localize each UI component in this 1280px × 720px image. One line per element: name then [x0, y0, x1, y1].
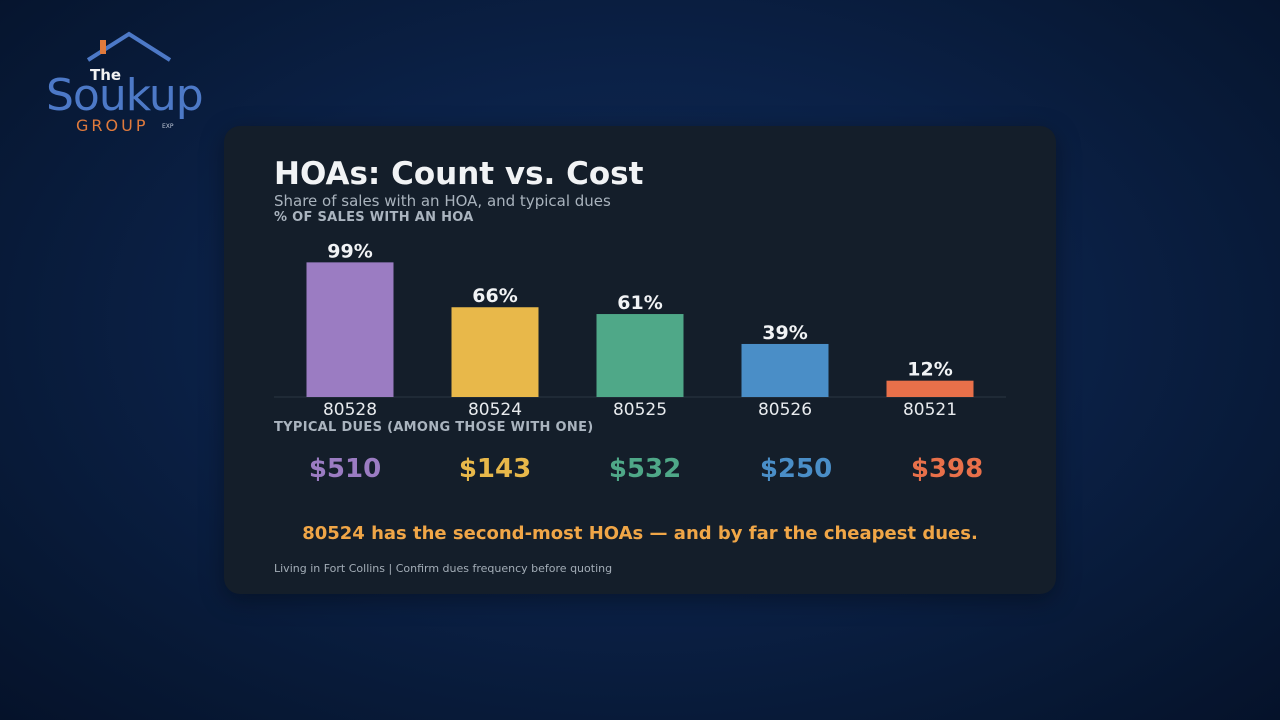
hoa-share-bar-chart: 99% 80528 66% 80524 61% 80525 39% 80526 12% 80521: [274, 240, 1006, 420]
dues-value-80521: $398: [910, 454, 984, 484]
category-label-80528: 80528: [323, 400, 377, 420]
dues-value-80526: $250: [759, 454, 833, 484]
chart-card: HOAs: Count vs. Cost Share of sales with…: [224, 126, 1056, 594]
bar-80521: [886, 380, 974, 397]
house-roof-icon: [86, 31, 172, 62]
logo-exp-text: EXP: [162, 123, 174, 130]
bar-80524: [451, 307, 539, 397]
value-label-80528: 99%: [327, 240, 372, 262]
footer-note: Living in Fort Collins | Confirm dues fr…: [274, 562, 613, 575]
soukup-group-logo: The Soukup GROUP EXP: [44, 30, 224, 140]
logo-name-text: Soukup: [46, 70, 204, 121]
logo-the-text: The: [90, 66, 122, 84]
dues-section-label: TYPICAL DUES (AMONG THOSE WITH ONE): [274, 420, 594, 435]
value-label-80524: 66%: [472, 285, 517, 307]
chart-title: HOAs: Count vs. Cost: [274, 156, 644, 192]
bar-80525: [596, 314, 684, 397]
value-label-80525: 61%: [617, 292, 662, 314]
category-label-80521: 80521: [903, 400, 957, 420]
dues-value-80528: $510: [308, 454, 382, 484]
dues-value-80524: $143: [458, 454, 532, 484]
logo-group-text: GROUP: [76, 116, 149, 135]
bar-80526: [741, 343, 829, 397]
category-label-80524: 80524: [468, 400, 522, 420]
dues-value-80525: $532: [608, 454, 682, 484]
share-section-label: % OF SALES WITH AN HOA: [274, 210, 474, 225]
callout-text: 80524 has the second-most HOAs — and by …: [302, 523, 978, 544]
category-label-80525: 80525: [613, 400, 667, 420]
value-label-80526: 39%: [762, 322, 807, 344]
typical-dues-row: $510 $143 $532 $250 $398: [224, 454, 1056, 490]
chart-subtitle: Share of sales with an HOA, and typical …: [274, 192, 611, 210]
value-label-80521: 12%: [907, 359, 952, 381]
bar-80528: [306, 262, 394, 397]
category-label-80526: 80526: [758, 400, 812, 420]
